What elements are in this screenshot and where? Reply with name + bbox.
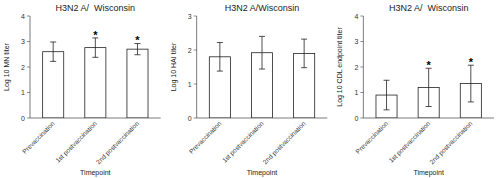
error-cap — [134, 54, 140, 55]
y-tick-label: 0 — [354, 115, 358, 122]
y-axis-label: Log 10 HAI titer — [170, 42, 178, 91]
y-tick-label: 4 — [21, 13, 25, 20]
error-cap — [259, 36, 265, 37]
error-line — [262, 36, 263, 69]
error-cap — [217, 71, 223, 72]
plot-area — [209, 36, 314, 118]
y-tick-label: 1 — [188, 81, 192, 88]
error-cap — [468, 101, 474, 102]
y-tick — [360, 16, 363, 17]
panel: H3N2 A/ Wisconsin 0 1 2 3 4 Log 10 CDL endpoin… — [336, 3, 494, 177]
y-tick-label: 1 — [354, 89, 358, 96]
y-axis-line — [196, 16, 197, 118]
y-tick — [194, 50, 197, 51]
title: H3N2 A/ Wisconsin — [389, 3, 469, 13]
y-tick — [360, 92, 363, 93]
y-axis-line — [30, 16, 31, 118]
x-axis-label: Timepoint — [247, 169, 278, 177]
error-bar — [50, 42, 56, 61]
error-line — [219, 43, 220, 72]
title: H3N2 A/ Wisconsin — [56, 3, 136, 13]
y-tick-label: 1 — [21, 89, 25, 96]
x-tick-label: Prevaccination — [187, 119, 222, 154]
y-axis-line — [363, 16, 364, 118]
y-axis-label: Log 10 CDL endpoint titer — [336, 27, 344, 107]
error-cap — [301, 39, 307, 40]
annotation: * — [93, 29, 98, 41]
y-tick-label: 0 — [21, 115, 25, 122]
title: H3N2 A/Wisconsin — [225, 3, 300, 13]
chart-figure: H3N2 A/ Wisconsin 0 1 2 3 4 Log 10 MN titer * * P… — [0, 0, 500, 178]
y-tick — [27, 67, 30, 68]
error-bar — [217, 43, 223, 72]
x-axis-line — [363, 118, 494, 119]
x-tick-label: 2nd postvaccination — [95, 119, 142, 166]
panel: H3N2 A/Wisconsin 0 1 2 3 Log 10 HAI titer Prev… — [170, 3, 328, 177]
y-tick-label: 3 — [188, 13, 192, 20]
error-cap — [50, 61, 56, 62]
plot-area — [43, 38, 148, 118]
bar — [85, 48, 106, 118]
y-tick — [360, 41, 363, 42]
y-tick-label: 2 — [354, 64, 358, 71]
annotation: * — [135, 34, 140, 46]
y-tick-label: 2 — [188, 47, 192, 54]
error-line — [304, 39, 305, 68]
y-tick — [360, 67, 363, 68]
y-tick — [27, 41, 30, 42]
x-axis-line — [30, 118, 161, 119]
error-bar — [301, 39, 307, 68]
y-tick — [194, 118, 197, 119]
annotation: * — [427, 59, 432, 71]
y-tick-label: 3 — [354, 38, 358, 45]
x-axis-label: Timepoint — [80, 169, 111, 177]
x-tick-label: 2nd postvaccination — [261, 119, 308, 166]
y-tick — [27, 92, 30, 93]
error-line — [470, 65, 471, 102]
bar — [127, 49, 148, 118]
y-tick-label: 4 — [354, 13, 358, 20]
bar — [43, 52, 64, 118]
y-tick — [194, 16, 197, 17]
error-bar — [426, 68, 432, 106]
error-cap — [259, 69, 265, 70]
error-bar — [384, 80, 390, 110]
y-tick-label: 2 — [21, 64, 25, 71]
y-tick — [360, 118, 363, 119]
error-cap — [426, 106, 432, 107]
error-bar — [259, 36, 265, 69]
error-line — [53, 42, 54, 61]
y-tick-label: 3 — [21, 38, 25, 45]
error-cap — [384, 109, 390, 110]
x-axis-label: Timepoint — [413, 169, 444, 177]
y-tick — [194, 84, 197, 85]
error-cap — [301, 67, 307, 68]
panel: H3N2 A/ Wisconsin 0 1 2 3 4 Log 10 MN titer * * P… — [3, 3, 161, 177]
x-tick-label: 2nd postvaccination — [428, 119, 475, 166]
error-bar — [468, 65, 474, 102]
y-axis-label: Log 10 MN titer — [3, 42, 11, 91]
error-cap — [50, 42, 56, 43]
error-line — [428, 68, 429, 106]
y-tick-label: 0 — [188, 115, 192, 122]
error-cap — [92, 57, 98, 58]
error-cap — [217, 42, 223, 43]
y-tick — [27, 118, 30, 119]
plot-area — [376, 65, 481, 118]
error-cap — [384, 80, 390, 81]
x-tick-label: Prevaccination — [354, 119, 389, 154]
x-axis-line — [197, 118, 328, 119]
annotation: * — [469, 56, 474, 68]
y-tick — [27, 16, 30, 17]
error-line — [386, 80, 387, 110]
x-tick-label: 1st postvaccination — [54, 119, 99, 164]
x-tick-label: Prevaccination — [21, 119, 56, 154]
x-tick-label: 1st postvaccination — [221, 119, 266, 164]
x-tick-label: 1st postvaccination — [387, 119, 432, 164]
